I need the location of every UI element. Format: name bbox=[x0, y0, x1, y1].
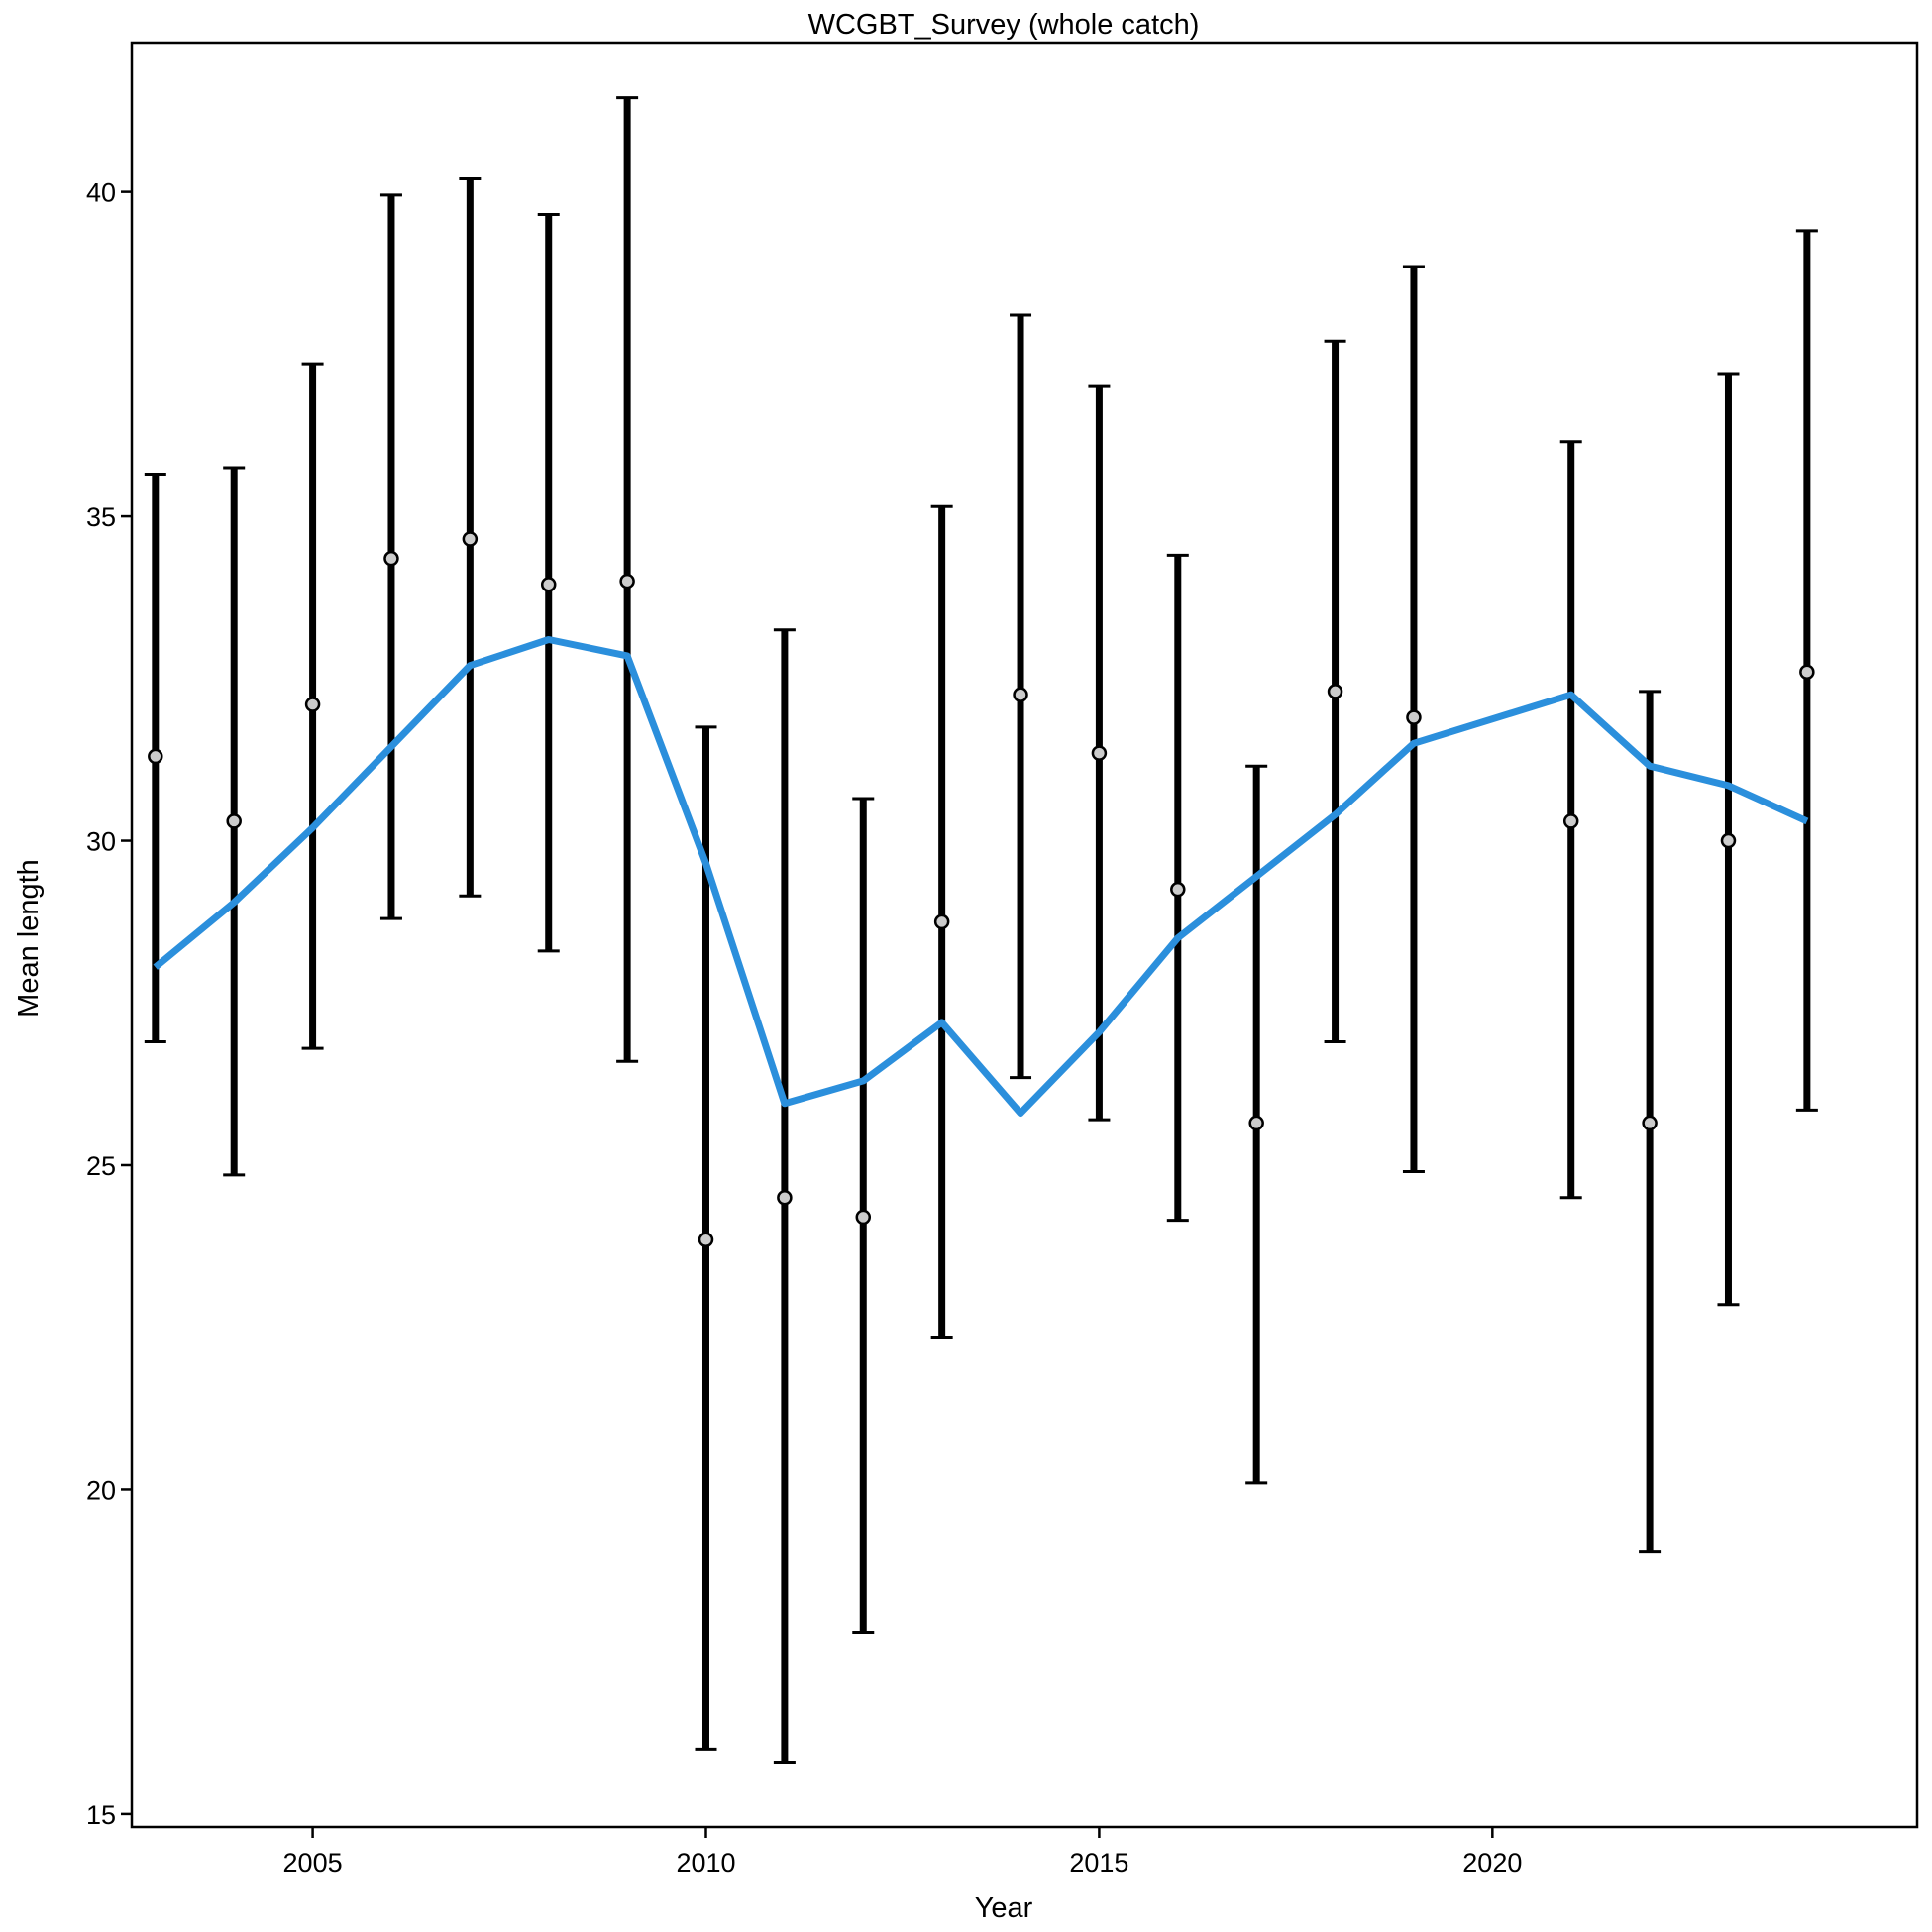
y-tick-label: 25 bbox=[86, 1151, 116, 1181]
y-tick-label: 30 bbox=[86, 827, 116, 857]
x-axis-title: Year bbox=[975, 1892, 1033, 1924]
y-tick-label: 15 bbox=[86, 1800, 116, 1830]
observed-point bbox=[226, 813, 242, 829]
x-tick-label: 2010 bbox=[676, 1848, 735, 1878]
observed-point bbox=[933, 913, 950, 930]
observed-point bbox=[855, 1209, 872, 1226]
y-tick-label: 20 bbox=[86, 1475, 116, 1505]
observed-point bbox=[383, 550, 399, 567]
plot-marks bbox=[144, 96, 1818, 1765]
observed-point bbox=[1091, 745, 1108, 761]
expected-mean-line bbox=[153, 636, 1809, 1118]
observed-point bbox=[1248, 1115, 1264, 1131]
chart-title: WCGBT_Survey (whole catch) bbox=[808, 9, 1200, 41]
observed-point bbox=[1170, 881, 1186, 898]
y-tick-label: 40 bbox=[86, 178, 116, 208]
observed-point bbox=[1406, 709, 1422, 725]
observed-point bbox=[1642, 1115, 1658, 1131]
x-tick-label: 2015 bbox=[1069, 1848, 1128, 1878]
observed-point bbox=[1327, 684, 1343, 699]
observed-point bbox=[1013, 687, 1028, 702]
x-axis: 2005 2010 2015 2020 bbox=[283, 1827, 1522, 1878]
x-tick-label: 2020 bbox=[1462, 1848, 1522, 1878]
y-tick-label: 35 bbox=[86, 502, 116, 532]
observed-point bbox=[540, 577, 557, 592]
x-tick-label: 2005 bbox=[283, 1848, 343, 1878]
observed-point bbox=[304, 697, 321, 712]
observed-point bbox=[1799, 664, 1815, 681]
plot-frame bbox=[130, 41, 1919, 1829]
observed-point bbox=[148, 748, 163, 765]
observed-point bbox=[698, 1232, 714, 1248]
observed-point bbox=[619, 573, 635, 590]
y-axis: 15 20 25 30 35 40 bbox=[86, 178, 132, 1830]
y-axis-title: Mean length bbox=[13, 859, 45, 1018]
observed-point bbox=[1720, 832, 1737, 849]
observed-point bbox=[462, 531, 479, 547]
observed-point bbox=[777, 1189, 793, 1206]
observed-point bbox=[1562, 813, 1579, 829]
